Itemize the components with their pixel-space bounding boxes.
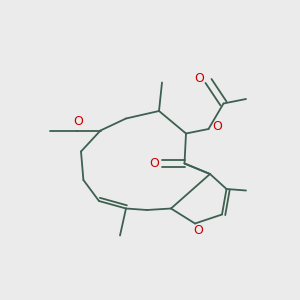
Text: O: O bbox=[73, 115, 83, 128]
Text: O: O bbox=[195, 71, 204, 85]
Text: O: O bbox=[193, 224, 203, 238]
Text: O: O bbox=[150, 157, 159, 170]
Text: O: O bbox=[213, 119, 222, 133]
